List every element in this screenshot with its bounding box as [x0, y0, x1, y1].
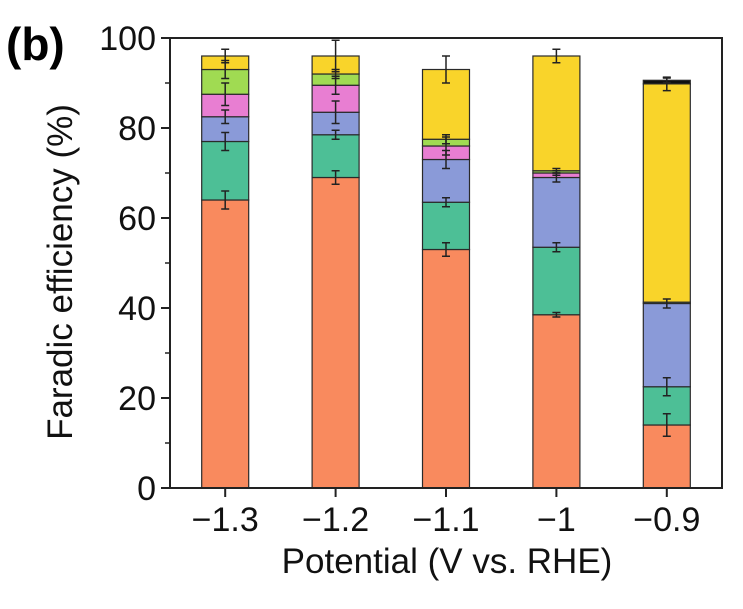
plot-area: [169, 37, 723, 489]
y-tick-label: 20: [118, 380, 156, 418]
bar-segment: [421, 248, 471, 489]
bar-segment: [532, 246, 581, 316]
x-axis-title: Potential (V vs. RHE): [282, 542, 613, 581]
y-axis-title: Faradic efficiency (%): [41, 104, 80, 440]
x-tick-label: −1: [537, 501, 576, 539]
bar-segment: [642, 83, 691, 303]
y-axis: 0 20 40 60 80 100: [99, 20, 170, 508]
x-tick-label: −0.9: [633, 501, 700, 539]
bar-segment: [642, 302, 691, 388]
y-tick-label: 80: [118, 110, 156, 148]
x-tick-label: −1.1: [412, 501, 479, 539]
bar-segment: [201, 199, 250, 489]
bar-segment: [532, 55, 581, 172]
y-tick-label: 100: [99, 20, 156, 58]
bar-segment: [421, 201, 471, 251]
x-axis: −1.3 −1.2 −1.1 −1 −0.9: [192, 488, 700, 539]
panel-label: (b): [6, 18, 65, 70]
bar-segment: [311, 176, 360, 489]
y-tick-label: 60: [118, 200, 156, 238]
y-tick-label: 0: [137, 470, 156, 508]
y-tick-label: 40: [118, 290, 156, 328]
x-tick-label: −1.2: [302, 501, 369, 539]
bar-segment: [532, 314, 581, 489]
bar-segment: [532, 176, 581, 248]
x-tick-label: −1.3: [192, 501, 259, 539]
